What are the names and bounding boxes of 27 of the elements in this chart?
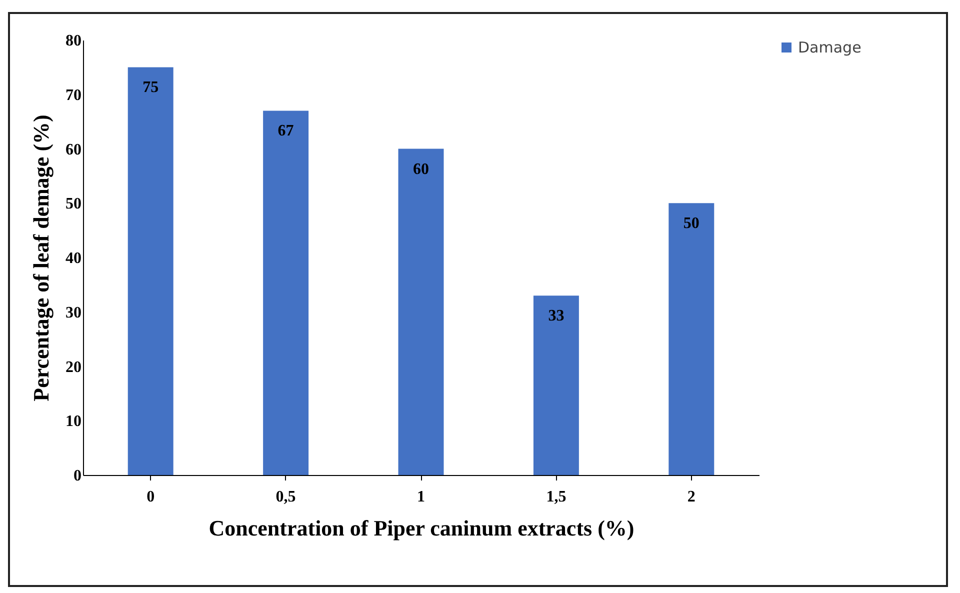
- y-tick-label: 80: [66, 32, 82, 50]
- data-label: 75: [142, 79, 159, 96]
- x-tick-label: 2: [687, 488, 696, 506]
- data-label: 60: [413, 160, 429, 178]
- y-tick-label: 40: [66, 250, 82, 267]
- bar: [668, 203, 714, 475]
- bar: [533, 296, 579, 475]
- bar: [128, 67, 174, 475]
- y-tick-label: 0: [74, 468, 82, 484]
- data-label: 33: [548, 308, 564, 325]
- y-tick-label: 60: [66, 141, 82, 158]
- y-tick-label: 10: [66, 413, 82, 430]
- x-tick-label: 1,5: [546, 488, 566, 506]
- y-axis-title: Percentage of leaf demage (%): [28, 114, 54, 402]
- y-tick-label: 70: [66, 86, 82, 104]
- data-label: 67: [278, 122, 294, 140]
- legend-label: Damage: [798, 38, 862, 56]
- x-tick-label: 0: [146, 488, 155, 506]
- data-label: 50: [683, 215, 700, 232]
- y-tick-label: 20: [66, 358, 82, 376]
- x-tick-label: 0,5: [276, 488, 296, 506]
- x-axis-title: Concentration of Piper caninum extracts (%): [208, 516, 634, 540]
- bar: [398, 148, 444, 475]
- bar: [263, 110, 309, 475]
- y-tick-label: 30: [66, 304, 82, 322]
- x-tick-label: 1: [417, 488, 425, 506]
- y-tick-label: 50: [66, 196, 82, 213]
